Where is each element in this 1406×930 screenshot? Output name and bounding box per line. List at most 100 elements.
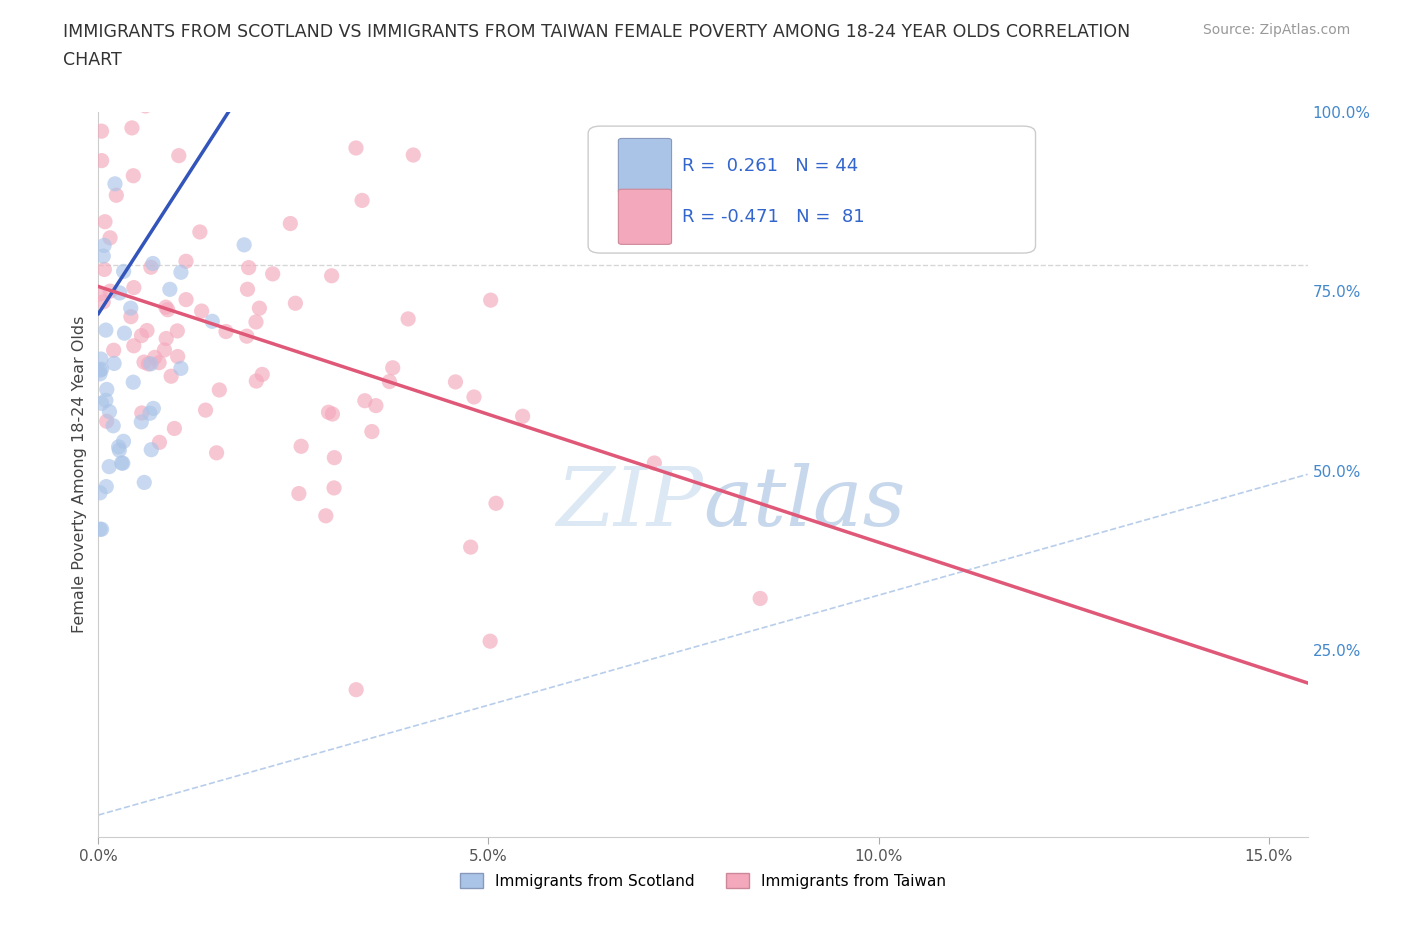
Immigrants from Taiwan <box>122 168 145 183</box>
Immigrants from Taiwan <box>120 310 142 325</box>
Text: Source: ZipAtlas.com: Source: ZipAtlas.com <box>1202 23 1350 37</box>
Immigrants from Scotland <box>89 363 111 378</box>
Immigrants from Taiwan <box>122 280 145 295</box>
Immigrants from Taiwan <box>136 323 159 338</box>
Immigrants from Taiwan <box>163 421 186 436</box>
Immigrants from Taiwan <box>262 266 284 281</box>
Immigrants from Taiwan <box>364 398 387 413</box>
Immigrants from Taiwan <box>321 406 343 421</box>
Text: ZIP: ZIP <box>557 463 703 543</box>
Immigrants from Taiwan <box>249 300 271 315</box>
Immigrants from Taiwan <box>643 456 665 471</box>
Immigrants from Scotland <box>142 401 165 416</box>
Immigrants from Taiwan <box>245 374 267 389</box>
Immigrants from Taiwan <box>155 331 177 346</box>
Immigrants from Scotland <box>104 177 127 192</box>
Immigrants from Scotland <box>96 479 118 494</box>
Immigrants from Taiwan <box>174 292 197 307</box>
Immigrants from Taiwan <box>98 284 121 299</box>
Immigrants from Taiwan <box>290 439 312 454</box>
Text: IMMIGRANTS FROM SCOTLAND VS IMMIGRANTS FROM TAIWAN FEMALE POVERTY AMONG 18-24 YE: IMMIGRANTS FROM SCOTLAND VS IMMIGRANTS F… <box>63 23 1130 41</box>
Immigrants from Taiwan <box>93 262 115 277</box>
Immigrants from Taiwan <box>278 216 301 231</box>
Immigrants from Taiwan <box>205 445 228 460</box>
Immigrants from Taiwan <box>143 350 166 365</box>
Immigrants from Taiwan <box>444 375 467 390</box>
Immigrants from Taiwan <box>139 259 162 274</box>
Immigrants from Scotland <box>103 418 125 433</box>
Immigrants from Taiwan <box>194 403 217 418</box>
Immigrants from Taiwan <box>460 539 482 554</box>
Immigrants from Taiwan <box>122 339 145 353</box>
Immigrants from Scotland <box>90 522 112 537</box>
Text: R = -0.471   N =  81: R = -0.471 N = 81 <box>682 207 865 226</box>
Immigrants from Taiwan <box>166 324 188 339</box>
Immigrants from Scotland <box>103 356 125 371</box>
Immigrants from Taiwan <box>90 153 112 168</box>
Immigrants from Taiwan <box>315 509 337 524</box>
Immigrants from Taiwan <box>131 405 153 420</box>
Immigrants from Scotland <box>89 366 111 381</box>
Immigrants from Taiwan <box>396 312 419 326</box>
Immigrants from Taiwan <box>463 390 485 405</box>
Immigrants from Taiwan <box>134 99 156 113</box>
Immigrants from Taiwan <box>238 260 260 275</box>
Immigrants from Taiwan <box>236 328 259 343</box>
Y-axis label: Female Poverty Among 18-24 Year Olds: Female Poverty Among 18-24 Year Olds <box>72 315 87 633</box>
Immigrants from Scotland <box>90 362 112 377</box>
Immigrants from Taiwan <box>245 314 267 329</box>
Immigrants from Taiwan <box>360 424 382 439</box>
FancyBboxPatch shape <box>619 139 672 193</box>
Immigrants from Scotland <box>91 248 114 263</box>
Immigrants from Taiwan <box>323 481 346 496</box>
Immigrants from Scotland <box>129 415 152 430</box>
Immigrants from Scotland <box>114 326 136 340</box>
Immigrants from Taiwan <box>90 124 112 139</box>
Immigrants from Scotland <box>107 440 129 455</box>
Immigrants from Taiwan <box>190 303 212 318</box>
Immigrants from Taiwan <box>103 343 125 358</box>
Immigrants from Taiwan <box>321 269 343 284</box>
Text: CHART: CHART <box>63 51 122 69</box>
Immigrants from Scotland <box>110 456 132 471</box>
Immigrants from Taiwan <box>96 414 118 429</box>
Text: R =  0.261   N = 44: R = 0.261 N = 44 <box>682 157 859 175</box>
Immigrants from Taiwan <box>284 296 307 311</box>
Immigrants from Taiwan <box>512 409 534 424</box>
Immigrants from Scotland <box>94 392 117 407</box>
Immigrants from Taiwan <box>288 486 311 501</box>
FancyBboxPatch shape <box>619 189 672 245</box>
Immigrants from Scotland <box>98 459 121 474</box>
Immigrants from Taiwan <box>153 342 176 357</box>
Immigrants from Scotland <box>108 286 131 300</box>
Immigrants from Scotland <box>142 256 165 271</box>
Immigrants from Scotland <box>96 382 118 397</box>
Immigrants from Taiwan <box>208 382 231 397</box>
Immigrants from Scotland <box>94 323 117 338</box>
Immigrants from Scotland <box>134 475 156 490</box>
Immigrants from Taiwan <box>344 683 367 698</box>
Immigrants from Scotland <box>120 300 142 315</box>
Immigrants from Taiwan <box>94 214 117 229</box>
Immigrants from Taiwan <box>323 450 346 465</box>
Immigrants from Taiwan <box>167 148 190 163</box>
Immigrants from Scotland <box>122 375 145 390</box>
Immigrants from Taiwan <box>749 591 772 605</box>
Immigrants from Taiwan <box>138 356 160 371</box>
Immigrants from Taiwan <box>236 282 259 297</box>
Immigrants from Scotland <box>108 443 131 458</box>
Immigrants from Taiwan <box>155 299 177 314</box>
Immigrants from Scotland <box>159 282 181 297</box>
Immigrants from Scotland <box>98 405 121 419</box>
FancyBboxPatch shape <box>588 126 1035 253</box>
Immigrants from Taiwan <box>148 435 170 450</box>
Immigrants from Taiwan <box>121 121 143 136</box>
Immigrants from Taiwan <box>89 286 111 301</box>
Immigrants from Taiwan <box>378 374 401 389</box>
Immigrants from Taiwan <box>479 293 502 308</box>
Immigrants from Taiwan <box>352 193 374 207</box>
Immigrants from Taiwan <box>318 405 340 419</box>
Immigrants from Taiwan <box>250 367 273 382</box>
Immigrants from Taiwan <box>188 224 211 239</box>
Immigrants from Taiwan <box>132 354 155 369</box>
